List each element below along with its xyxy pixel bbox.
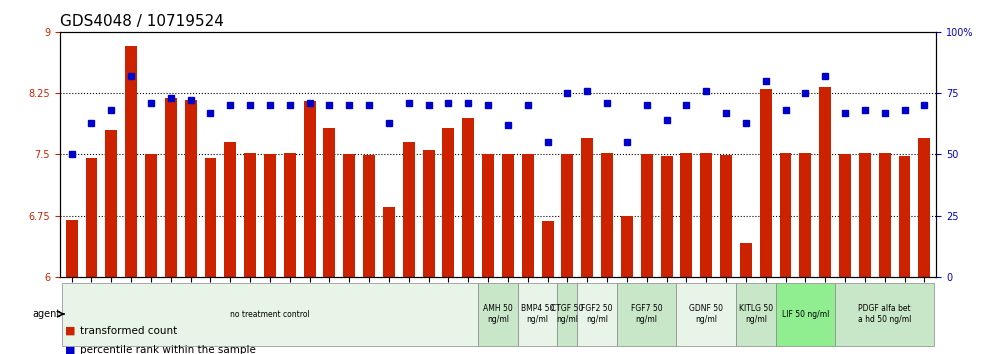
Bar: [86, 159, 98, 277]
Bar: [204, 159, 216, 277]
Bar: [125, 46, 137, 277]
Text: FGF7 50
ng/ml: FGF7 50 ng/ml: [630, 304, 662, 324]
Bar: [582, 138, 594, 277]
Text: no treatment control: no treatment control: [230, 309, 310, 319]
Text: percentile rank within the sample: percentile rank within the sample: [80, 346, 256, 354]
Bar: [422, 150, 434, 277]
Bar: [859, 153, 871, 277]
Text: PDGF alfa bet
a hd 50 ng/ml: PDGF alfa bet a hd 50 ng/ml: [858, 304, 911, 324]
Bar: [820, 87, 831, 277]
Bar: [364, 155, 375, 277]
Bar: [224, 142, 236, 277]
Bar: [918, 138, 930, 277]
FancyBboxPatch shape: [62, 282, 478, 346]
Bar: [344, 154, 356, 277]
Text: transformed count: transformed count: [80, 326, 177, 336]
Bar: [602, 153, 613, 277]
Text: LIF 50 ng/ml: LIF 50 ng/ml: [782, 309, 829, 319]
Bar: [106, 130, 118, 277]
Bar: [700, 153, 712, 277]
Text: KITLG 50
ng/ml: KITLG 50 ng/ml: [739, 304, 773, 324]
Bar: [760, 89, 772, 277]
Text: GDNF 50
ng/ml: GDNF 50 ng/ml: [689, 304, 723, 324]
Bar: [402, 142, 414, 277]
Bar: [284, 153, 296, 277]
Bar: [720, 155, 732, 277]
Bar: [898, 156, 910, 277]
FancyBboxPatch shape: [776, 282, 835, 346]
Bar: [383, 207, 394, 277]
Bar: [542, 221, 554, 277]
Bar: [145, 154, 157, 277]
FancyBboxPatch shape: [478, 282, 518, 346]
FancyBboxPatch shape: [617, 282, 676, 346]
Text: AMH 50
ng/ml: AMH 50 ng/ml: [483, 304, 513, 324]
Bar: [462, 118, 474, 277]
Bar: [324, 128, 336, 277]
Bar: [264, 154, 276, 277]
FancyBboxPatch shape: [676, 282, 736, 346]
Text: CTGF 50
ng/ml: CTGF 50 ng/ml: [551, 304, 584, 324]
Bar: [621, 216, 632, 277]
Bar: [165, 98, 176, 277]
Bar: [562, 154, 574, 277]
Text: FGF2 50
ng/ml: FGF2 50 ng/ml: [582, 304, 613, 324]
FancyBboxPatch shape: [578, 282, 617, 346]
Bar: [640, 154, 652, 277]
Bar: [780, 153, 792, 277]
Bar: [66, 220, 78, 277]
Bar: [740, 242, 752, 277]
Text: ■: ■: [65, 346, 76, 354]
FancyBboxPatch shape: [736, 282, 776, 346]
FancyBboxPatch shape: [518, 282, 558, 346]
Bar: [442, 128, 454, 277]
Bar: [522, 154, 534, 277]
Text: agent: agent: [32, 309, 60, 319]
Bar: [304, 101, 316, 277]
Bar: [680, 153, 692, 277]
Bar: [502, 154, 514, 277]
Bar: [244, 153, 256, 277]
Text: GDS4048 / 10719524: GDS4048 / 10719524: [60, 14, 224, 29]
Text: BMP4 50
ng/ml: BMP4 50 ng/ml: [521, 304, 555, 324]
Bar: [800, 153, 812, 277]
Bar: [184, 100, 196, 277]
Bar: [878, 153, 890, 277]
Bar: [482, 154, 494, 277]
Bar: [839, 154, 851, 277]
Text: ■: ■: [65, 326, 76, 336]
FancyBboxPatch shape: [558, 282, 578, 346]
Bar: [660, 156, 672, 277]
FancyBboxPatch shape: [835, 282, 934, 346]
